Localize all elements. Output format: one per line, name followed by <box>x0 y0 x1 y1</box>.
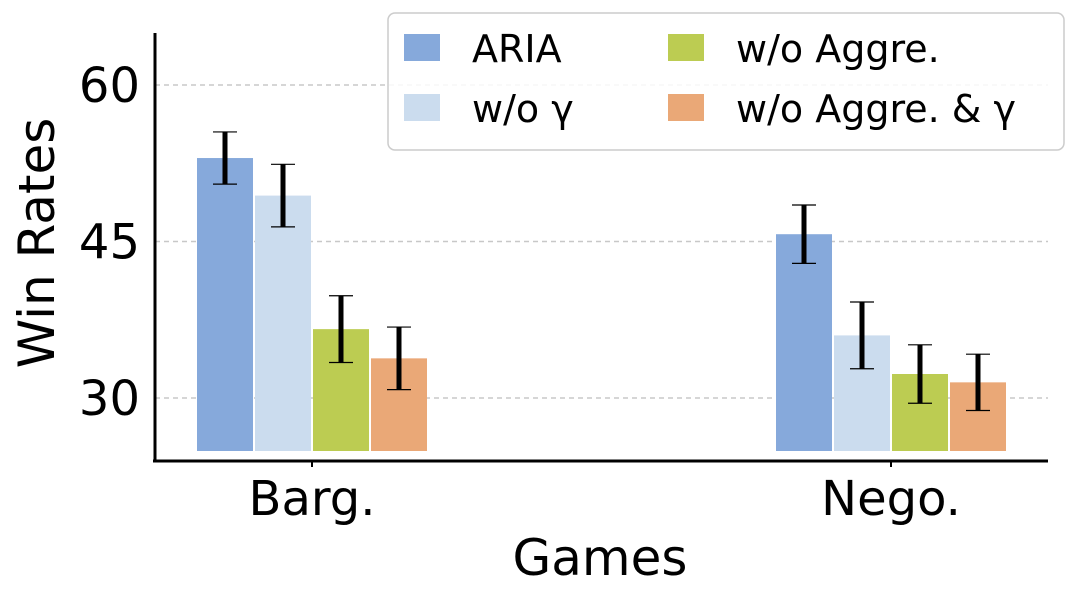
legend: ARIA w/o γ w/o Aggre. w/o Aggre. & γ <box>387 12 1065 151</box>
x-tick-label: Barg. <box>249 471 376 527</box>
legend-label: ARIA <box>472 27 562 71</box>
legend-swatch <box>404 94 440 121</box>
legend-box <box>387 12 1065 151</box>
bar <box>197 158 253 452</box>
bars <box>197 158 1006 452</box>
legend-label: w/o Aggre. & γ <box>736 87 1016 131</box>
bar <box>255 195 311 451</box>
legend-label: w/o Aggre. <box>736 27 940 71</box>
y-tick-label: 45 <box>79 215 140 271</box>
legend-label: w/o γ <box>472 87 574 131</box>
x-tick-label: Nego. <box>821 471 961 527</box>
legend-swatch <box>404 34 440 61</box>
x-ticks: Barg. Nego. <box>249 461 961 527</box>
error-bars <box>213 131 990 412</box>
y-tick-label: 60 <box>79 58 140 114</box>
legend-swatch <box>668 94 704 121</box>
axes <box>153 33 1048 463</box>
y-ticks: 30 45 60 <box>79 58 140 427</box>
y-tick-label: 30 <box>79 371 140 427</box>
legend-swatch <box>668 34 704 61</box>
bar <box>776 234 832 451</box>
x-axis-title: Games <box>513 529 688 587</box>
y-axis-title: Win Rates <box>8 118 66 369</box>
